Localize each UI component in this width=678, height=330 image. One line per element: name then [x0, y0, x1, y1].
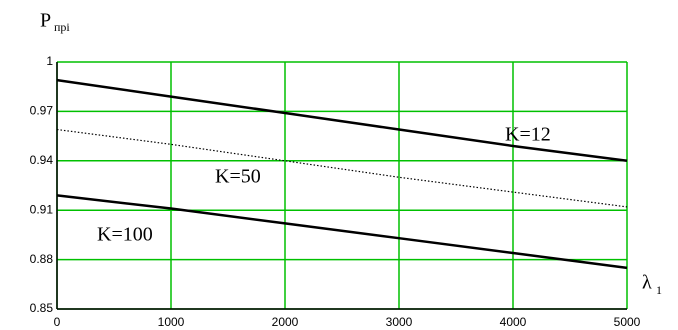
y-tick-label: 0.91 — [30, 202, 54, 216]
series-label: K=100 — [97, 224, 153, 246]
y-tick-label: 0.94 — [30, 153, 54, 167]
x-axis-label-sub: 1 — [656, 283, 662, 297]
y-tick-label: 1 — [46, 54, 53, 68]
line-series — [56, 194, 628, 270]
x-tick-label: 2000 — [272, 315, 299, 329]
line-series — [56, 128, 628, 208]
x-tick-label: 5000 — [614, 315, 641, 329]
x-tick-label: 0 — [54, 315, 61, 329]
line-series — [56, 78, 628, 163]
series-label: K=12 — [505, 124, 551, 146]
y-tick-label: 0.85 — [30, 301, 54, 315]
y-tick-label: 0.88 — [30, 252, 54, 266]
y-axis-label-sub: прі — [54, 20, 70, 34]
x-tick-label: 3000 — [386, 315, 413, 329]
x-axis-label: λ — [642, 272, 652, 294]
y-tick-label: 0.97 — [30, 104, 54, 118]
y-axis-label: P — [40, 10, 51, 32]
x-tick-label: 1000 — [158, 315, 185, 329]
series-label: K=50 — [215, 166, 261, 188]
x-tick-label: 4000 — [500, 315, 527, 329]
